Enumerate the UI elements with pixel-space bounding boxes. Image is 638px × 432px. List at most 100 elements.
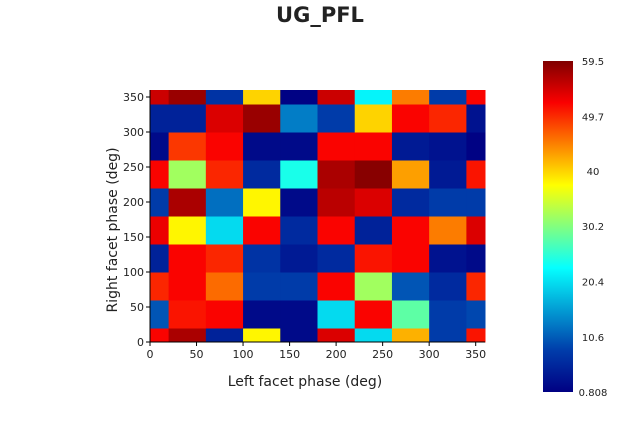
heatmap-cell [429, 272, 467, 301]
x-tick-label: 350 [465, 348, 486, 361]
heatmap-cell [168, 272, 207, 301]
heatmap-cell [168, 188, 207, 217]
heatmap-cell [150, 300, 170, 329]
colorbar-tick-label: 20.4 [582, 278, 604, 289]
x-tick-label: 0 [147, 348, 154, 361]
heatmap-cell [317, 328, 356, 343]
heatmap-cell [205, 90, 244, 105]
heatmap-cell [317, 216, 356, 245]
heatmap-cell [243, 188, 281, 217]
heatmap-cell [429, 90, 467, 105]
heatmap-cell [280, 90, 318, 105]
heatmap-cell [391, 90, 430, 105]
heatmap-cell [168, 160, 207, 189]
heatmap-cell [243, 300, 281, 329]
y-tick-label: 0 [137, 336, 144, 349]
heatmap-cell [243, 328, 281, 343]
heatmap-cell [429, 188, 467, 217]
y-tick-label: 200 [123, 196, 144, 209]
heatmap-cell [354, 104, 393, 133]
heatmap-cell [280, 160, 318, 189]
heatmap-cell [150, 216, 170, 245]
heatmap-cell [354, 188, 393, 217]
heatmap-cell [391, 216, 430, 245]
heatmap-cell [354, 160, 393, 189]
colorbar-tick-label: 0.808 [579, 388, 608, 399]
heatmap-cell [243, 272, 281, 301]
x-tick-label: 50 [190, 348, 204, 361]
chart-title: UG_PFL [276, 3, 364, 27]
colorbar-tick-label: 10.6 [582, 333, 604, 344]
colorbar-gradient [543, 61, 573, 392]
heatmap-cell [317, 272, 356, 301]
heatmap-cell [317, 188, 356, 217]
heatmap-cell [150, 90, 170, 105]
heatmap-cell [280, 104, 318, 133]
heatmap-cell [168, 216, 207, 245]
heatmap-cell [429, 216, 467, 245]
heatmap-cell [391, 188, 430, 217]
heatmap-cell [429, 244, 467, 273]
heatmap-cell [391, 300, 430, 329]
y-tick-label: 300 [123, 126, 144, 139]
heatmap-cell [243, 216, 281, 245]
heatmap-cell [429, 104, 467, 133]
heatmap-cell [466, 272, 486, 301]
heatmap-cell [150, 244, 170, 273]
colorbar-tick-label: 49.7 [582, 112, 604, 123]
heatmap-cell [150, 132, 170, 161]
x-tick-label: 200 [326, 348, 347, 361]
heatmap-cell [317, 90, 356, 105]
heatmap-cell [317, 300, 356, 329]
heatmap-cell [466, 160, 486, 189]
heatmap-cell [391, 328, 430, 343]
heatmap-cell [317, 160, 356, 189]
y-tick-label: 250 [123, 161, 144, 174]
heatmap-cell [280, 300, 318, 329]
heatmap-cell [243, 132, 281, 161]
heatmap-cell [205, 104, 244, 133]
colorbar: 0.808 10.6 20.4 30.2 40 49.7 59.5 [543, 57, 607, 399]
heatmap-cell [280, 272, 318, 301]
heatmap-cell [205, 272, 244, 301]
heatmap-cell [391, 132, 430, 161]
heatmap-cell [280, 188, 318, 217]
heatmap-cell [150, 104, 170, 133]
heatmap-cells [150, 90, 486, 343]
heatmap-cell [466, 216, 486, 245]
heatmap-cell [150, 272, 170, 301]
heatmap-cell [354, 272, 393, 301]
heatmap-cell [205, 188, 244, 217]
heatmap-cell [429, 300, 467, 329]
heatmap-cell [168, 244, 207, 273]
heatmap-cell [354, 244, 393, 273]
heatmap-cell [429, 328, 467, 343]
heatmap-cell [168, 104, 207, 133]
heatmap-cell [168, 328, 207, 343]
heatmap-cell [205, 328, 244, 343]
y-tick-label: 50 [130, 301, 144, 314]
heatmap-cell [391, 104, 430, 133]
heatmap-cell [391, 244, 430, 273]
y-axis: 0 50 100 150 200 250 300 350 [123, 90, 151, 349]
heatmap-cell [317, 104, 356, 133]
y-axis-title: Right facet phase (deg) [105, 147, 121, 312]
heatmap-cell [205, 244, 244, 273]
heatmap-cell [354, 328, 393, 343]
heatmap-cell [466, 188, 486, 217]
heatmap-cell [205, 216, 244, 245]
heatmap-cell [466, 300, 486, 329]
heatmap-cell [429, 160, 467, 189]
heatmap-cell [354, 90, 393, 105]
heatmap-cell [466, 244, 486, 273]
heatmap-cell [150, 160, 170, 189]
x-tick-label: 100 [233, 348, 254, 361]
heatmap-cell [317, 244, 356, 273]
heatmap-cell [280, 328, 318, 343]
colorbar-tick-label: 40 [587, 167, 600, 178]
heatmap-cell [466, 328, 486, 343]
heatmap-cell [466, 90, 486, 105]
y-tick-label: 350 [123, 91, 144, 104]
heatmap-cell [243, 244, 281, 273]
heatmap-cell [391, 272, 430, 301]
